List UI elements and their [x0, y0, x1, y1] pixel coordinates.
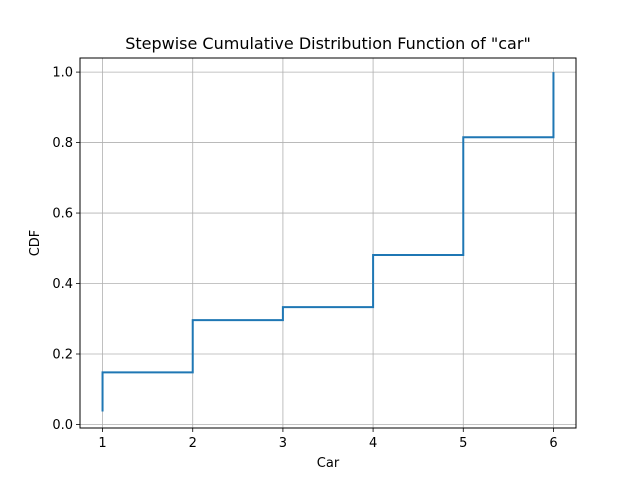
y-tick-label: 1.0 [52, 66, 73, 81]
x-tick-label: 3 [279, 436, 287, 451]
x-tick-label: 6 [549, 436, 557, 451]
y-tick-label: 0.0 [52, 418, 73, 433]
y-tick-label: 0.6 [52, 207, 73, 222]
series-layer [101, 72, 555, 412]
cdf-step-line [101, 72, 555, 412]
x-tick-label: 1 [98, 436, 106, 451]
y-tick-label: 0.8 [52, 136, 73, 151]
x-tick-label: 5 [459, 436, 467, 451]
grid-lines [80, 58, 576, 428]
x-tick-label: 4 [369, 436, 377, 451]
x-tick-label: 2 [189, 436, 197, 451]
x-axis-ticks: 1 2 3 4 5 6 [98, 428, 558, 451]
y-axis-ticks: 0.0 0.2 0.4 0.6 0.8 1.0 [52, 66, 80, 433]
y-tick-label: 0.4 [52, 277, 73, 292]
y-tick-label: 0.2 [52, 348, 73, 363]
y-axis-label: CDF [28, 230, 43, 257]
chart-title: Stepwise Cumulative Distribution Functio… [125, 34, 531, 53]
plot-frame [79, 57, 577, 429]
x-axis-label: Car [317, 456, 340, 471]
